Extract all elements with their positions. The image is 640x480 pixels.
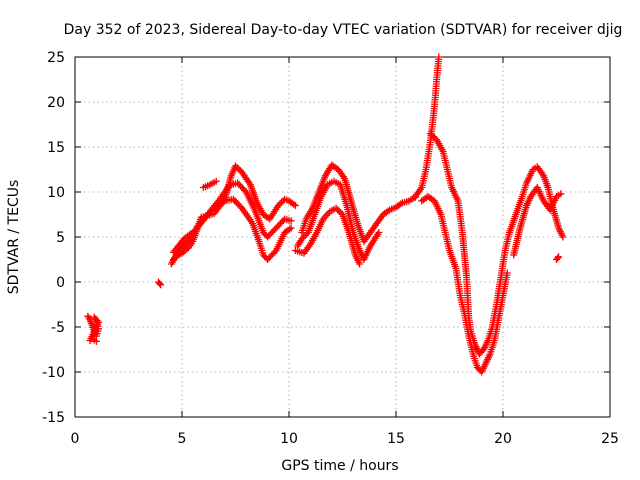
data-point-marker xyxy=(287,217,295,225)
x-tick-label: 15 xyxy=(387,431,405,447)
data-point-marker xyxy=(356,260,364,268)
data-point-marker xyxy=(274,202,282,209)
x-tick-label: 20 xyxy=(494,431,512,447)
series-seg-late-3 xyxy=(553,253,563,263)
data-point-marker xyxy=(287,224,295,232)
data-point-marker xyxy=(290,200,298,208)
data-point-marker xyxy=(298,235,306,243)
data-point-marker xyxy=(156,279,164,287)
data-point-marker xyxy=(232,162,239,170)
series-seg-mid-3 xyxy=(291,204,364,268)
data-point-marker xyxy=(301,232,309,240)
y-tick-label: 25 xyxy=(47,50,65,66)
data-point-marker xyxy=(503,269,511,277)
series-seg-drop-1 xyxy=(426,130,513,358)
data-point-marker xyxy=(278,198,286,206)
x-axis-label: GPS time / hours xyxy=(281,458,398,474)
data-point-marker xyxy=(332,204,340,212)
data-point-marker xyxy=(557,190,565,198)
x-tick-label: 10 xyxy=(280,431,298,447)
data-point-marker xyxy=(428,131,436,139)
data-point-marker xyxy=(334,206,342,214)
series-seg-main-3 xyxy=(169,195,295,263)
data-point-marker xyxy=(431,134,439,142)
data-point-marker xyxy=(559,233,567,241)
data-point-marker xyxy=(299,233,307,241)
data-point-marker xyxy=(435,53,443,61)
data-point-marker xyxy=(92,337,100,345)
data-point-marker xyxy=(335,207,343,215)
data-point-marker xyxy=(554,254,562,262)
data-point-marker xyxy=(555,253,563,261)
axis-ticks: 0 5 10 15 20 25 -15 -10 -5 0 5 10 15 20 25 xyxy=(42,50,619,447)
y-tick-label: 10 xyxy=(47,185,65,201)
data-point-marker xyxy=(276,200,284,208)
x-tick-label: 0 xyxy=(71,431,80,447)
y-tick-label: -10 xyxy=(42,365,65,381)
data-point-marker xyxy=(233,163,241,171)
y-tick-label: -15 xyxy=(42,410,65,426)
data-points xyxy=(84,53,567,376)
data-point-marker xyxy=(384,207,392,215)
grid xyxy=(75,57,610,417)
series-seg-offset-1 xyxy=(199,177,220,191)
data-point-marker xyxy=(397,200,405,208)
series-seg-mid-2 xyxy=(294,177,383,263)
x-tick-label: 5 xyxy=(178,431,187,447)
series-seg-late-1 xyxy=(505,163,567,241)
chart-title: Day 352 of 2023, Sidereal Day-to-day VTE… xyxy=(64,22,623,38)
data-point-marker xyxy=(429,133,437,141)
series-seg-peak xyxy=(411,53,443,200)
y-tick-label: -5 xyxy=(51,320,65,336)
data-point-marker xyxy=(279,197,287,205)
data-point-marker xyxy=(212,177,220,185)
data-point-marker xyxy=(286,225,294,233)
data-point-marker xyxy=(303,230,311,238)
series-seg-drop-2 xyxy=(418,193,511,376)
series-seg-early-b xyxy=(154,278,165,289)
series-seg-late-2 xyxy=(510,184,565,259)
data-point-marker xyxy=(235,165,243,173)
data-point-marker xyxy=(337,209,345,217)
data-point-marker xyxy=(157,281,165,289)
series-seg-main-1 xyxy=(167,162,299,268)
x-tick-label: 25 xyxy=(601,431,619,447)
y-tick-label: 20 xyxy=(47,95,65,111)
y-axis-label: SDTVAR / TECUs xyxy=(6,180,22,295)
y-tick-label: 15 xyxy=(47,140,65,156)
y-tick-label: 0 xyxy=(56,275,65,291)
data-point-marker xyxy=(426,130,434,137)
data-point-marker xyxy=(291,202,299,209)
y-tick-label: 5 xyxy=(56,230,65,246)
data-point-marker xyxy=(375,229,383,236)
series-seg-early-a xyxy=(84,312,103,345)
